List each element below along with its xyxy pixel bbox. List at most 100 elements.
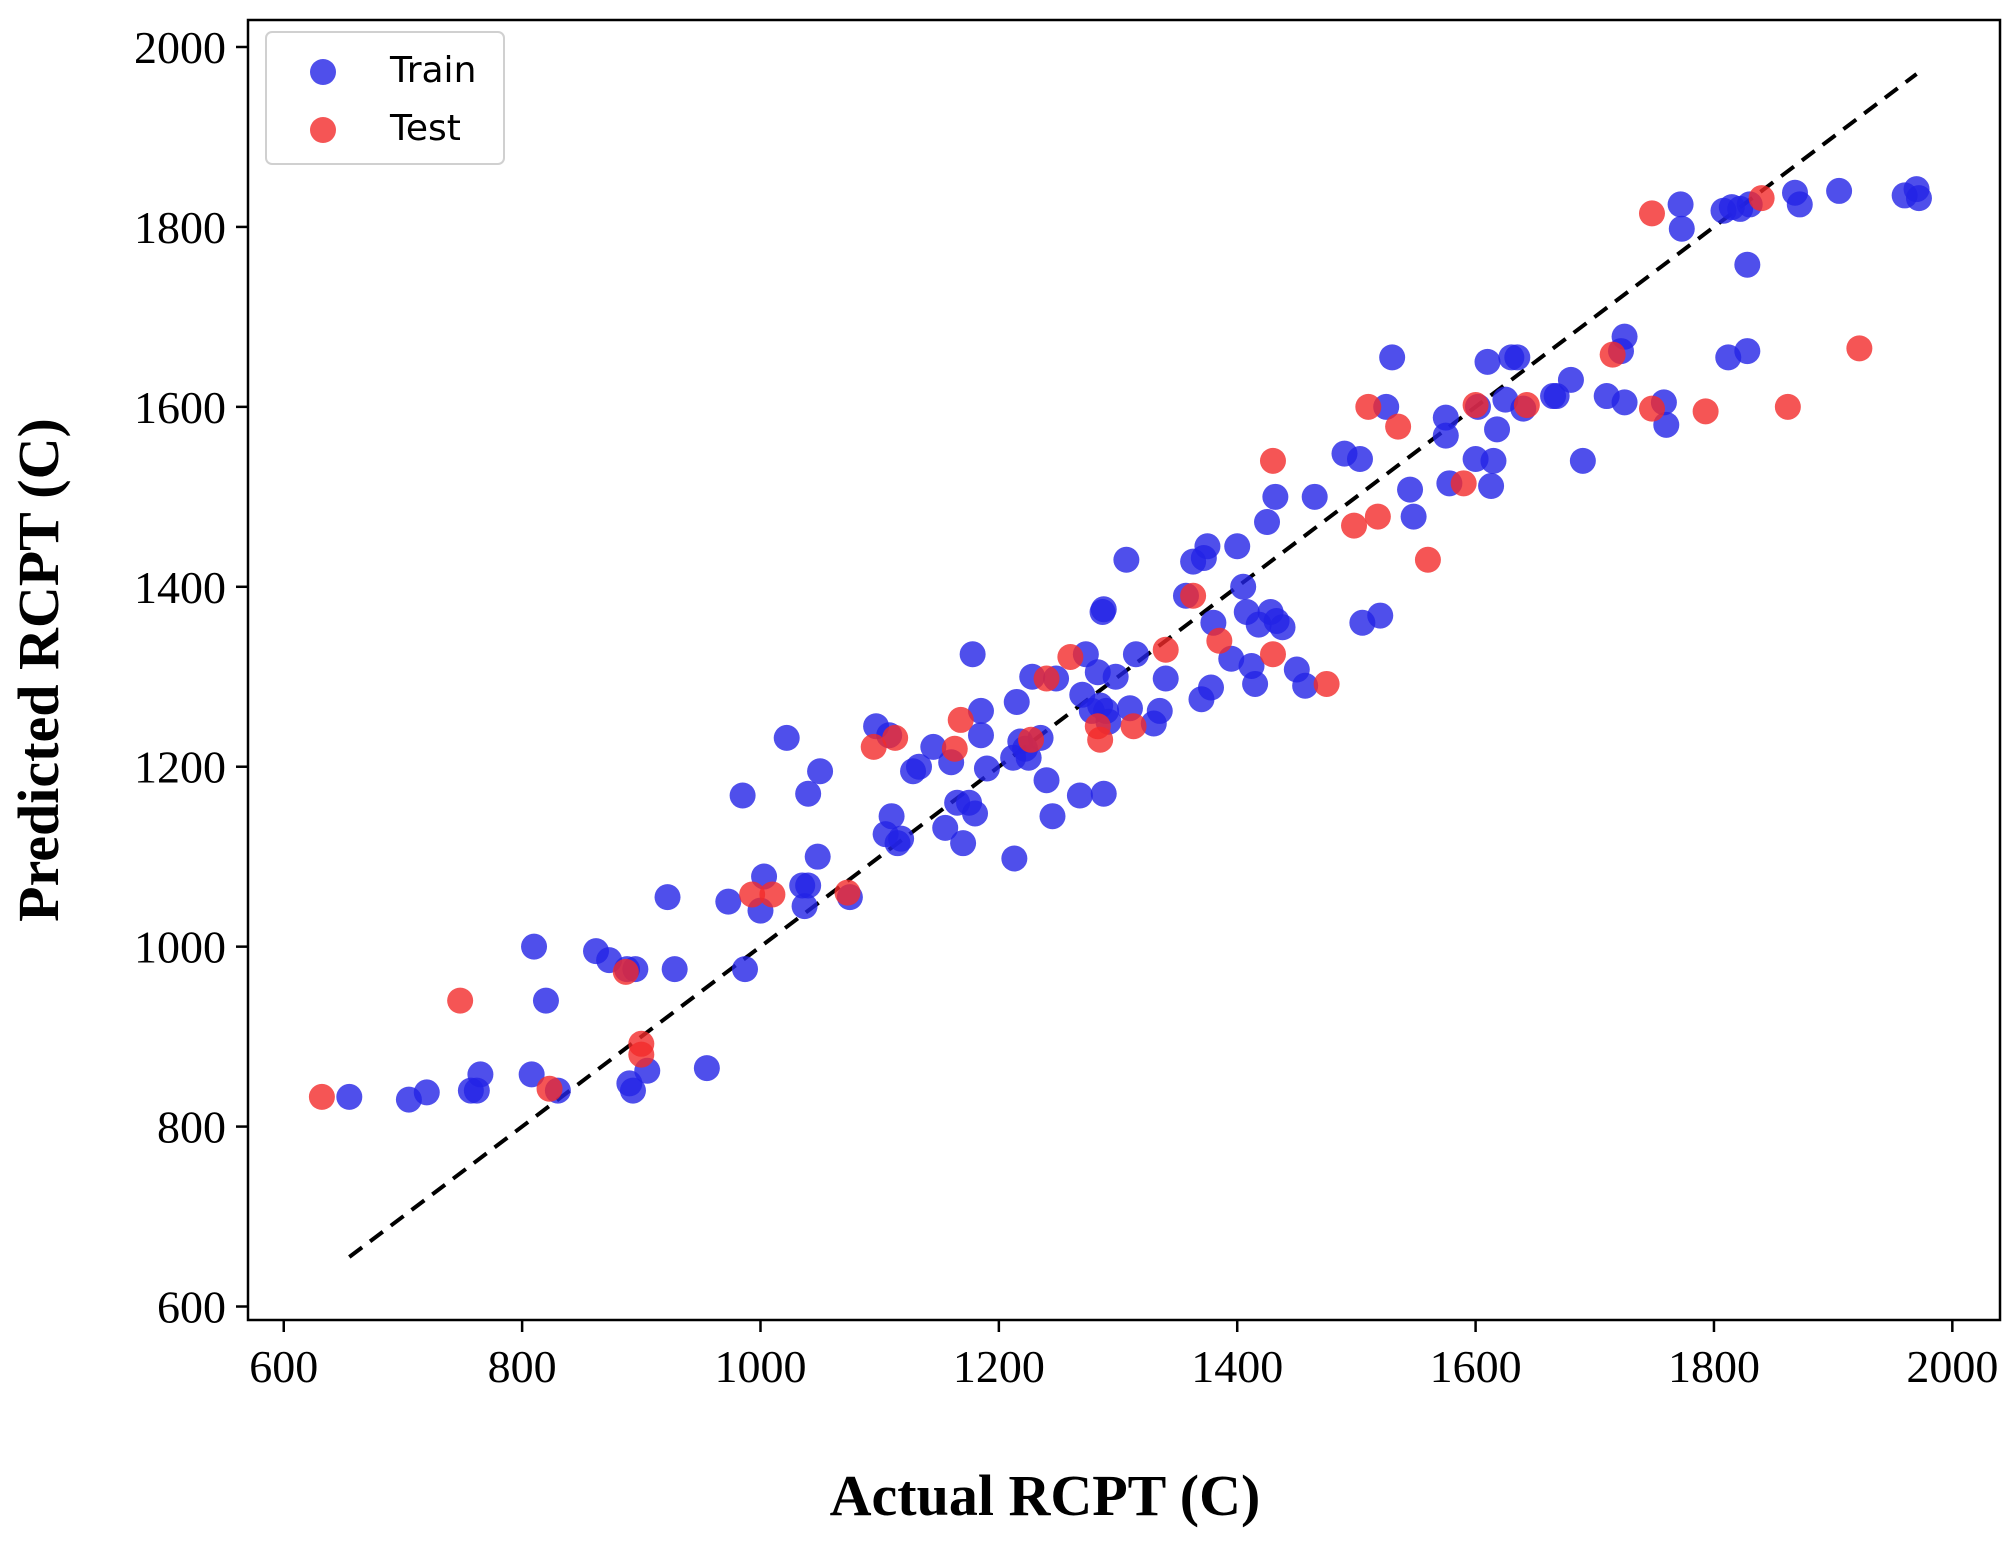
train-point (1474, 348, 1501, 375)
y-tick-label: 1400 (134, 562, 226, 613)
train-point (715, 888, 742, 915)
train-point (1905, 185, 1932, 212)
test-point (1259, 641, 1286, 668)
train-point (1194, 533, 1221, 560)
train-point (1269, 614, 1296, 641)
legend-marker-train (310, 59, 336, 85)
train-point (336, 1083, 363, 1110)
legend-label-train: Train (389, 50, 476, 91)
y-tick-label: 1600 (134, 382, 226, 433)
train-point (1480, 447, 1507, 474)
train-point (1090, 596, 1117, 623)
train-point (1198, 674, 1225, 701)
legend-marker-test (310, 117, 336, 143)
data-points-group (308, 176, 1932, 1113)
train-point (1254, 509, 1281, 536)
x-tick-label: 600 (249, 1341, 318, 1392)
train-point (1346, 446, 1373, 473)
train-point (1152, 665, 1179, 692)
train-point (967, 722, 994, 749)
train-point (920, 733, 947, 760)
train-point (1397, 476, 1424, 503)
train-point (1432, 404, 1459, 431)
test-point (1513, 392, 1540, 419)
test-point (1414, 546, 1441, 573)
y-tick-label: 1200 (134, 742, 226, 793)
train-point (1373, 393, 1400, 420)
x-axis-label: Actual RCPT (C) (830, 1463, 1261, 1528)
train-point (1484, 416, 1511, 443)
train-point (950, 830, 977, 857)
test-point (308, 1083, 335, 1110)
train-point (1400, 503, 1427, 530)
train-point (729, 782, 756, 809)
test-point (1385, 413, 1412, 440)
train-point (1113, 546, 1140, 573)
train-point (1478, 473, 1505, 500)
y-tick-label: 1000 (134, 922, 226, 973)
train-point (1122, 641, 1149, 668)
test-point (1087, 726, 1114, 753)
train-point (1786, 191, 1813, 218)
train-point (518, 1061, 545, 1088)
x-tick-label: 1800 (1668, 1341, 1760, 1392)
train-point (1557, 366, 1584, 393)
train-point (521, 933, 548, 960)
train-point (795, 872, 822, 899)
test-point (882, 724, 909, 751)
y-tick-label: 600 (157, 1282, 226, 1333)
train-point (1504, 344, 1531, 371)
test-point (1364, 503, 1391, 530)
test-point (1018, 726, 1045, 753)
train-point (1367, 602, 1394, 629)
train-point (1292, 672, 1319, 699)
test-point (1450, 470, 1477, 497)
train-point (1379, 344, 1406, 371)
train-point (1066, 782, 1093, 809)
train-point (1301, 483, 1328, 510)
test-point (1638, 395, 1665, 422)
test-point (1180, 582, 1207, 609)
test-point (759, 881, 786, 908)
test-point (1599, 341, 1626, 368)
train-point (791, 893, 818, 920)
train-point (413, 1079, 440, 1106)
train-point (1224, 533, 1251, 560)
test-point (860, 733, 887, 760)
x-tick-label: 1000 (714, 1341, 806, 1392)
test-point (536, 1075, 563, 1102)
x-tick-label: 2000 (1906, 1341, 1998, 1392)
train-point (1611, 389, 1638, 416)
train-point (962, 800, 989, 827)
test-point (947, 706, 974, 733)
test-point (1120, 713, 1147, 740)
x-tick-label: 1400 (1191, 1341, 1283, 1392)
plot-frame (246, 18, 2002, 1322)
train-point (795, 780, 822, 807)
y-tick-label: 800 (157, 1102, 226, 1153)
test-point (1638, 200, 1665, 227)
train-point (1001, 845, 1028, 872)
test-point (612, 958, 639, 985)
test-point (447, 987, 474, 1014)
test-point (1355, 393, 1382, 420)
x-tick-label: 1600 (1430, 1341, 1522, 1392)
train-point (1146, 697, 1173, 724)
test-point (1774, 393, 1801, 420)
train-point (1667, 191, 1694, 218)
test-point (834, 879, 861, 906)
test-point (1462, 392, 1489, 419)
train-point (906, 753, 933, 780)
train-point (1033, 767, 1060, 794)
test-point (628, 1041, 655, 1068)
train-point (1668, 215, 1695, 242)
train-point (1432, 422, 1459, 449)
test-point (739, 881, 766, 908)
train-point (1734, 338, 1761, 365)
train-point (973, 755, 1000, 782)
test-point (941, 735, 968, 762)
train-point (773, 724, 800, 751)
test-point (1152, 636, 1179, 663)
train-point (1242, 670, 1269, 697)
train-point (1569, 447, 1596, 474)
